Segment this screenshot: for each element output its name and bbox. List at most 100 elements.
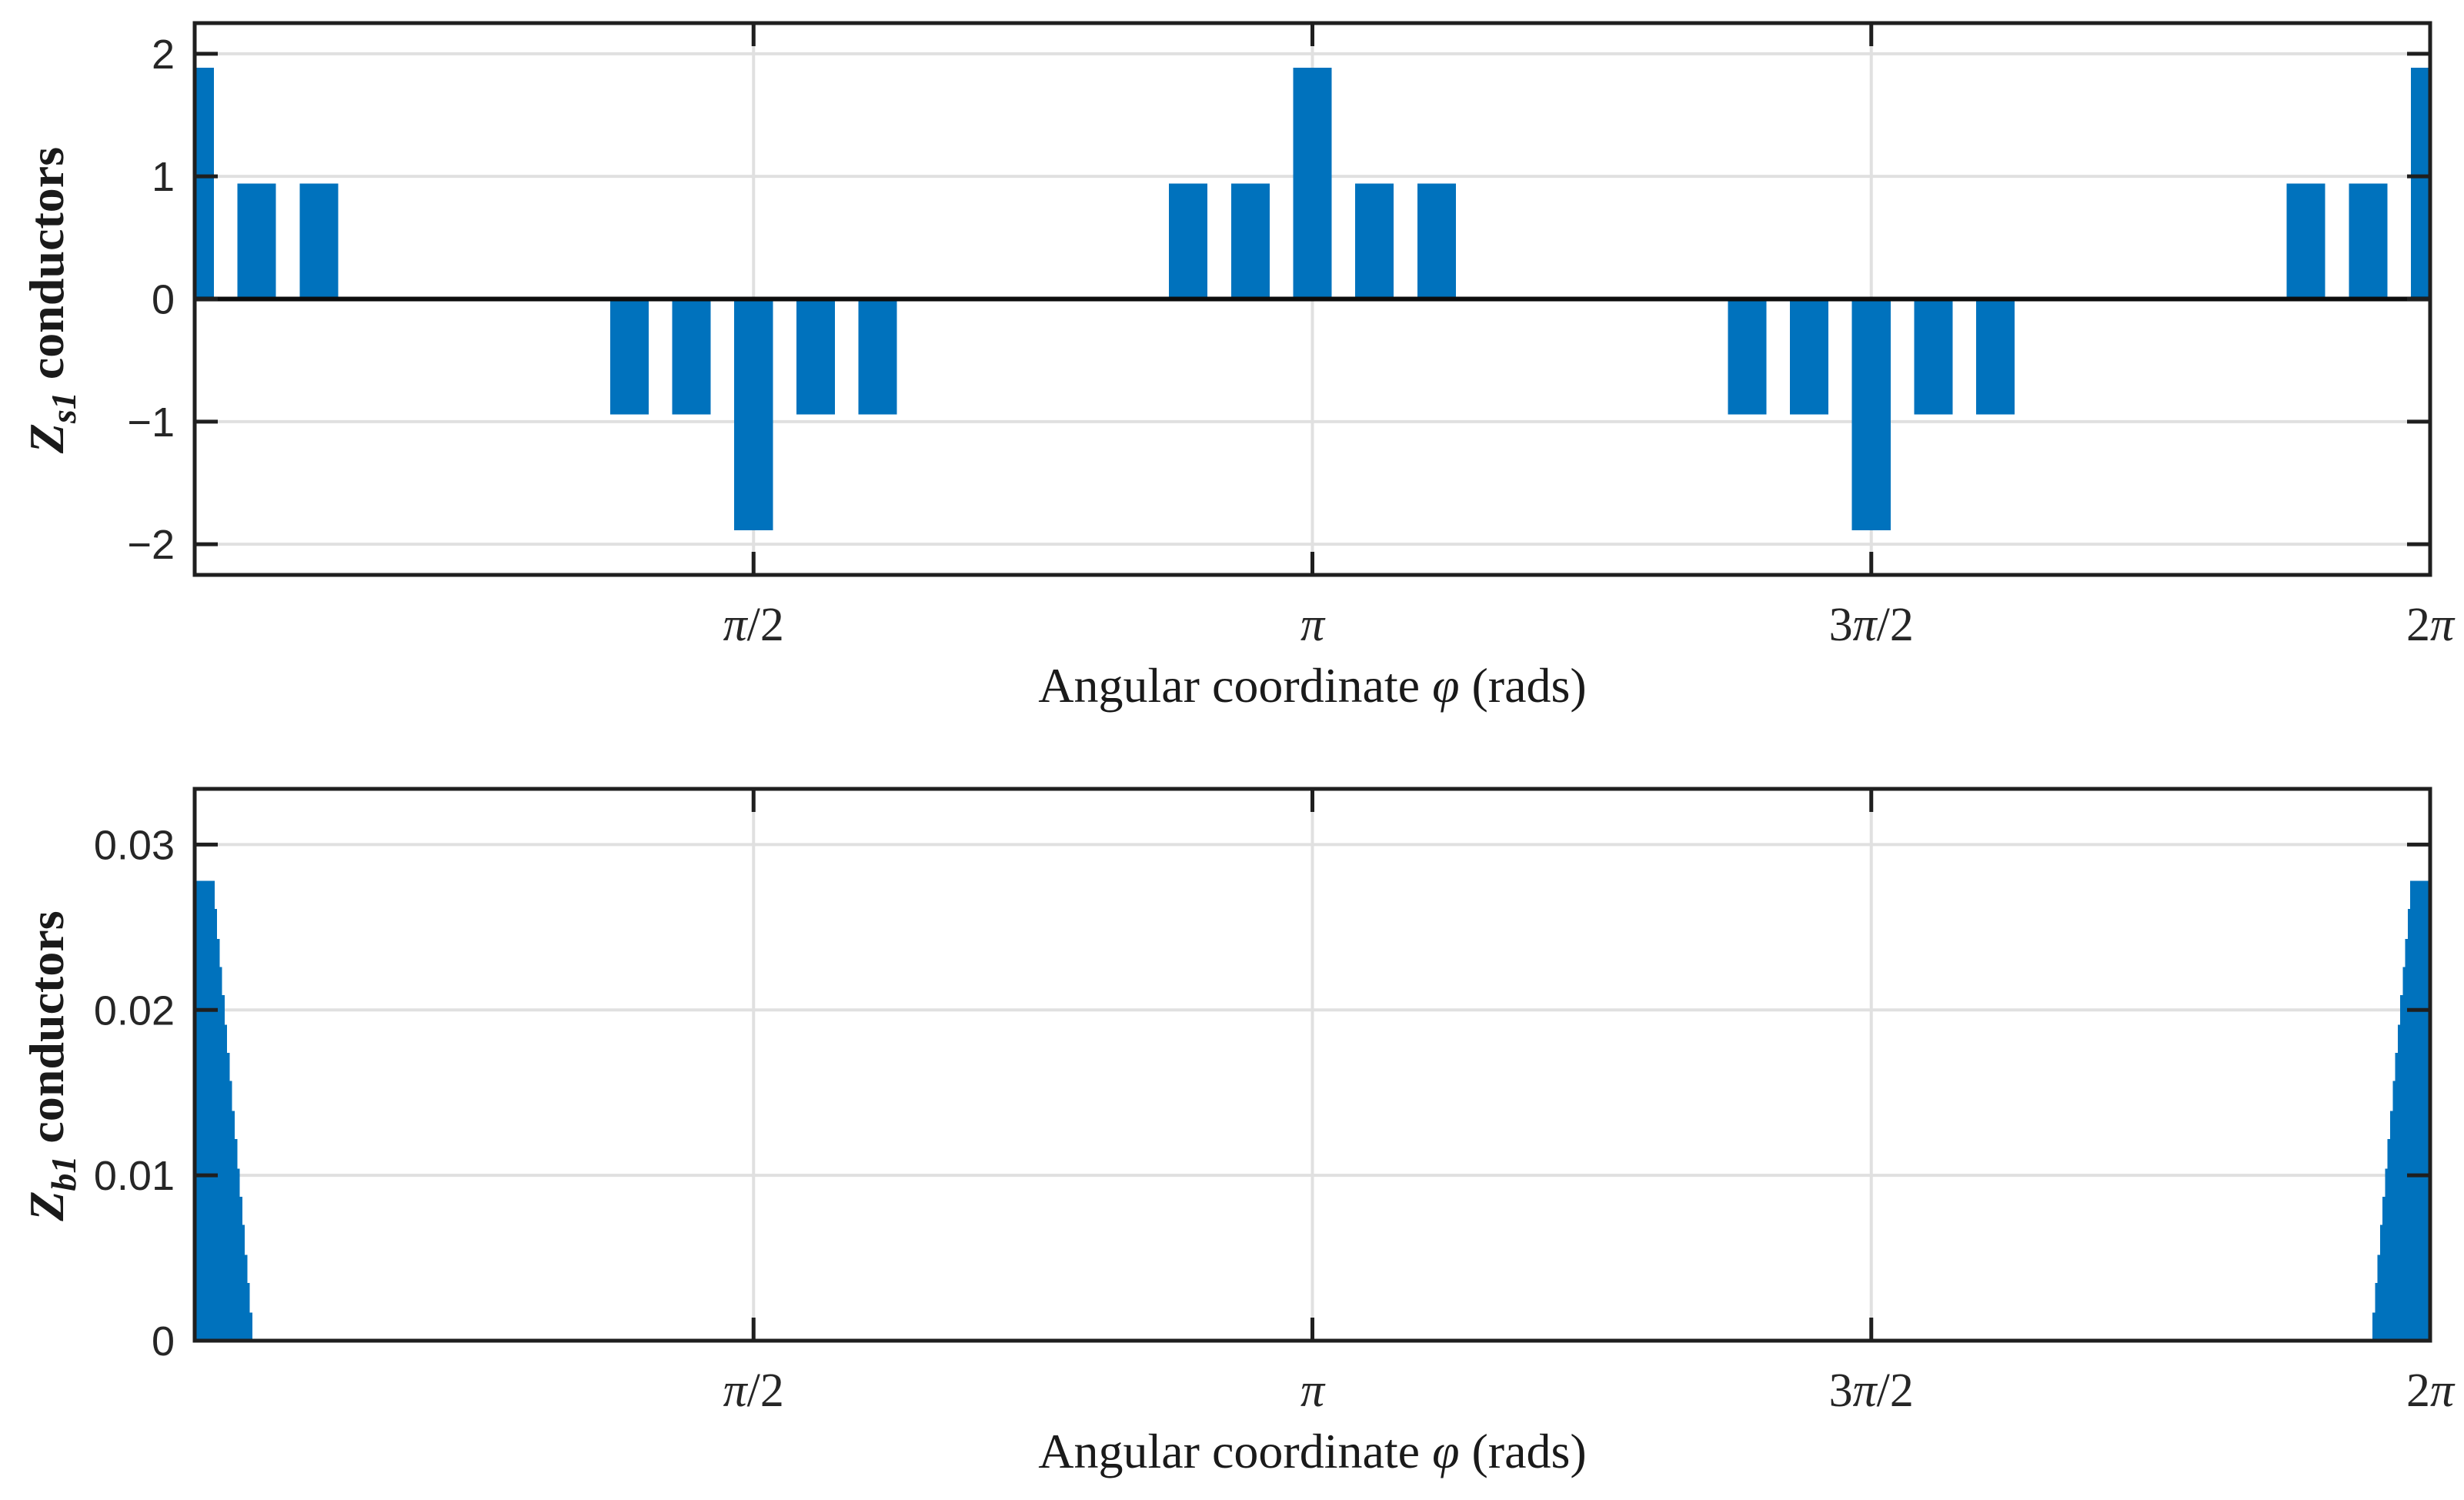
- ramp-step: [214, 909, 218, 1341]
- label-fragment: /2: [1877, 1365, 1914, 1417]
- bar: [858, 299, 897, 415]
- bar: [2286, 183, 2325, 299]
- top-axes-layer: [192, 21, 2432, 577]
- bar: [195, 68, 215, 299]
- bar: [237, 183, 276, 299]
- top-ylabel-symbol: Z: [19, 423, 74, 454]
- ramp-step: [227, 1053, 230, 1341]
- label-fragment: /2: [747, 599, 784, 651]
- label-fragment: π: [1853, 599, 1878, 651]
- bar: [1976, 299, 2015, 415]
- bottom-ylabel-text: conductors: [19, 910, 74, 1155]
- x-axis-label: Angular coordinate φ (rads): [1038, 658, 1586, 713]
- bar: [609, 299, 649, 415]
- ramp-step: [2382, 1197, 2386, 1341]
- label-fragment: 2: [2406, 1365, 2430, 1417]
- ramp-step: [232, 1111, 235, 1341]
- ramp-step: [2392, 1081, 2396, 1341]
- x-tick-label: π/2: [723, 599, 784, 651]
- ramp-step: [222, 994, 225, 1341]
- ramp-step: [2405, 938, 2408, 1341]
- bar: [672, 299, 711, 415]
- ramp-step: [224, 1024, 228, 1341]
- label-fragment: π: [1300, 1365, 1326, 1417]
- ramp-step: [239, 1197, 242, 1341]
- ramp-step: [2375, 1282, 2378, 1341]
- top-ylabel-text: conductors: [19, 147, 74, 392]
- ramp-step: [217, 938, 220, 1341]
- ramp-plateau: [195, 880, 215, 1341]
- x-tick-label: 2π: [2406, 599, 2456, 651]
- ramp-step: [234, 1138, 238, 1341]
- x-axis-label: Angular coordinate φ (rads): [1038, 1424, 1586, 1478]
- label-fragment: π: [1300, 599, 1326, 651]
- top-ylabel-subscript: s1: [44, 392, 83, 424]
- bar: [1790, 299, 1829, 415]
- bar: [1851, 299, 1891, 530]
- label-fragment: φ: [1432, 1424, 1459, 1478]
- ramp-plateau: [2410, 880, 2430, 1341]
- x-tick-label: 3π/2: [1829, 1365, 1914, 1417]
- bar: [1293, 68, 1332, 299]
- y-tick-label: 0: [152, 1318, 175, 1365]
- x-tick-label: 3π/2: [1829, 599, 1914, 651]
- bar: [1914, 299, 1953, 415]
- bar: [1169, 183, 1208, 299]
- y-tick-label: −2: [127, 522, 175, 568]
- bar: [734, 299, 773, 530]
- label-fragment: Angular coordinate: [1038, 1424, 1432, 1478]
- x-tick-label: π: [1300, 1365, 1326, 1417]
- label-fragment: π: [723, 599, 749, 651]
- bottom-grid-layer: [195, 789, 2430, 1341]
- bottom-y-axis-label: Zb1 conductors: [19, 910, 83, 1221]
- bottom-ylabel-subscript: b1: [44, 1156, 83, 1191]
- y-tick-label: 0: [152, 277, 175, 323]
- x-tick-label: π/2: [723, 1365, 784, 1417]
- top-bars-layer: [195, 68, 2430, 530]
- bottom-bars-layer: [195, 880, 2430, 1341]
- bottom-axes-layer: [192, 787, 2432, 1343]
- bar: [2349, 183, 2388, 299]
- bar: [299, 183, 339, 299]
- label-fragment: π: [2430, 1365, 2456, 1417]
- y-tick-label: 0.02: [94, 987, 175, 1034]
- bar: [796, 299, 835, 415]
- label-fragment: /2: [1877, 599, 1914, 651]
- ramp-step: [2407, 909, 2411, 1341]
- ramp-step: [2377, 1254, 2380, 1341]
- label-fragment: (rads): [1459, 1424, 1586, 1478]
- y-tick-label: 0.01: [94, 1153, 175, 1199]
- ramp-step: [229, 1081, 232, 1341]
- bottom-ylabel-symbol: Z: [19, 1191, 74, 1222]
- top-y-axis-label: Zs1 conductors: [19, 147, 83, 454]
- label-fragment: π: [723, 1365, 749, 1417]
- ramp-step: [2387, 1138, 2391, 1341]
- ramp-step: [247, 1282, 250, 1341]
- label-fragment: φ: [1432, 658, 1459, 713]
- ramp-step: [245, 1254, 248, 1341]
- label-fragment: 3: [1829, 1365, 1853, 1417]
- ramp-step: [2395, 1053, 2398, 1341]
- label-fragment: Angular coordinate: [1038, 658, 1432, 713]
- label-fragment: 3: [1829, 599, 1853, 651]
- ramp-step: [2385, 1168, 2388, 1341]
- ramp-step: [2379, 1224, 2383, 1341]
- bar: [1728, 299, 1767, 415]
- bar: [1230, 183, 1270, 299]
- bar: [1355, 183, 1394, 299]
- y-tick-label: −1: [127, 399, 175, 446]
- label-fragment: /2: [747, 1365, 784, 1417]
- label-fragment: π: [1853, 1365, 1878, 1417]
- ramp-step: [2372, 1312, 2376, 1341]
- ramp-step: [219, 967, 222, 1341]
- x-tick-label: π: [1300, 599, 1326, 651]
- bar: [1417, 183, 1456, 299]
- ramp-step: [249, 1312, 252, 1341]
- ramp-step: [2402, 967, 2406, 1341]
- label-fragment: π: [2430, 599, 2456, 651]
- ramp-step: [237, 1168, 240, 1341]
